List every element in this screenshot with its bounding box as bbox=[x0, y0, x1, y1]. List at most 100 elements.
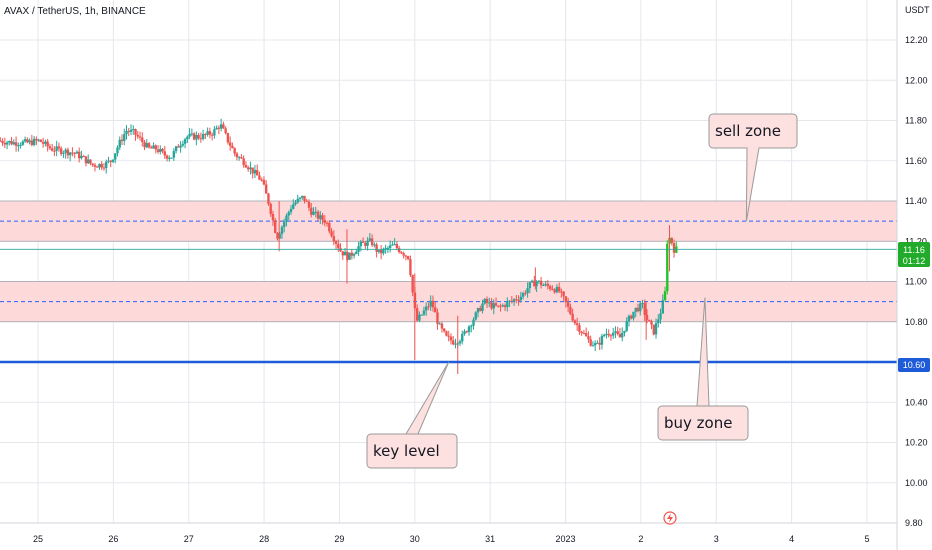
candle-body bbox=[258, 175, 261, 180]
x-tick-label: 26 bbox=[108, 534, 118, 544]
candle-body bbox=[204, 133, 207, 135]
chart-title: AVAX / TetherUS, 1h, BINANCE bbox=[4, 6, 146, 17]
candle-body bbox=[8, 141, 11, 143]
candle-body bbox=[578, 325, 581, 332]
candle-body bbox=[548, 286, 552, 289]
candle-body bbox=[82, 155, 85, 157]
candle-body bbox=[305, 200, 308, 202]
candle-body bbox=[411, 275, 414, 293]
candle-body bbox=[141, 137, 144, 143]
candle-body bbox=[23, 139, 27, 142]
candle-body bbox=[159, 148, 162, 152]
candle-body bbox=[0, 140, 2, 142]
candle-body bbox=[199, 138, 203, 140]
candle-body bbox=[672, 243, 676, 253]
candle-body bbox=[307, 201, 311, 208]
y-axis[interactable]: 12.20 12.00 11.80 11.60 11.40 11.20 11.00 10.80… bbox=[905, 35, 928, 528]
candle-body bbox=[481, 303, 484, 311]
candle-body bbox=[123, 134, 126, 142]
candle-body bbox=[643, 303, 646, 315]
callout-label: sell zone bbox=[715, 122, 781, 140]
candles bbox=[0, 118, 678, 375]
candle-body bbox=[519, 296, 523, 301]
candle-body bbox=[560, 291, 563, 293]
candle-body bbox=[537, 280, 541, 282]
y-tick-label: 11.40 bbox=[905, 196, 927, 206]
candle-body bbox=[66, 149, 70, 156]
candle-body bbox=[670, 237, 673, 244]
y-tick-label: 12.20 bbox=[905, 35, 928, 45]
candle-body bbox=[253, 170, 257, 174]
candle-body bbox=[186, 136, 189, 140]
candle-body bbox=[584, 333, 588, 337]
x-axis[interactable]: 25 26 27 28 29 30 31 2023 2 3 4 5 bbox=[33, 534, 869, 544]
candle-body bbox=[242, 158, 245, 166]
annotations[interactable]: sell zone buy zone key level bbox=[366, 113, 798, 469]
candle-body bbox=[348, 252, 351, 260]
x-tick-label: 5 bbox=[864, 534, 869, 544]
candle-body bbox=[255, 170, 259, 176]
candle-body bbox=[134, 129, 137, 135]
candle-body bbox=[666, 243, 669, 292]
candle-body bbox=[339, 248, 342, 252]
candle-body bbox=[575, 323, 579, 326]
candle-body bbox=[521, 293, 525, 297]
x-tick-label: 29 bbox=[334, 534, 344, 544]
candle-body bbox=[508, 300, 511, 302]
callout-buy-zone[interactable]: buy zone bbox=[657, 297, 749, 441]
candle-body bbox=[73, 152, 76, 154]
candle-body bbox=[168, 157, 171, 159]
candle-body bbox=[458, 341, 462, 344]
candle-body bbox=[361, 241, 365, 243]
candle-body bbox=[433, 307, 437, 313]
candle-body bbox=[285, 215, 288, 222]
candle-body bbox=[188, 133, 191, 137]
candle-body bbox=[476, 308, 480, 313]
lightning-icon[interactable] bbox=[663, 511, 677, 525]
candle-body bbox=[323, 219, 326, 223]
candle-body bbox=[109, 160, 112, 162]
candle-body bbox=[474, 312, 477, 320]
candle-body bbox=[283, 221, 286, 227]
candle-body bbox=[609, 335, 613, 337]
candle-body bbox=[292, 204, 295, 209]
candle-body bbox=[517, 299, 520, 301]
candle-body bbox=[53, 150, 56, 152]
candle-body bbox=[526, 288, 529, 294]
candle-body bbox=[512, 299, 516, 301]
candle-body bbox=[280, 226, 284, 234]
candle-body bbox=[591, 345, 595, 347]
callout-sell-zone[interactable]: sell zone bbox=[708, 113, 798, 222]
candle-body bbox=[424, 306, 428, 311]
candle-body bbox=[57, 146, 61, 149]
candle-body bbox=[454, 343, 457, 345]
candle-body bbox=[373, 244, 376, 246]
candle-body bbox=[648, 319, 651, 322]
y-tick-label: 10.40 bbox=[905, 397, 928, 407]
candle-body bbox=[621, 332, 624, 338]
candle-body bbox=[136, 134, 139, 137]
candle-body bbox=[91, 163, 94, 165]
candle-body bbox=[217, 127, 221, 129]
callout-key-level[interactable]: key level bbox=[366, 361, 458, 469]
candle-body bbox=[607, 333, 610, 336]
candle-body bbox=[208, 131, 212, 135]
candle-body bbox=[445, 331, 448, 336]
candle-body bbox=[46, 141, 49, 147]
candle-body bbox=[612, 332, 615, 336]
candle-body bbox=[77, 151, 81, 159]
currency-label: USDT bbox=[905, 5, 930, 15]
candle-body bbox=[420, 314, 423, 316]
candle-body bbox=[616, 331, 619, 335]
candle-body bbox=[296, 198, 299, 203]
candle-body bbox=[129, 129, 133, 132]
candle-body bbox=[400, 252, 403, 254]
candle-body bbox=[226, 133, 230, 143]
x-tick-label: 28 bbox=[259, 534, 269, 544]
candle-body bbox=[174, 146, 178, 152]
candle-body bbox=[5, 142, 9, 145]
candle-body bbox=[406, 256, 410, 260]
candle-body bbox=[26, 139, 29, 143]
candle-body bbox=[93, 164, 97, 167]
